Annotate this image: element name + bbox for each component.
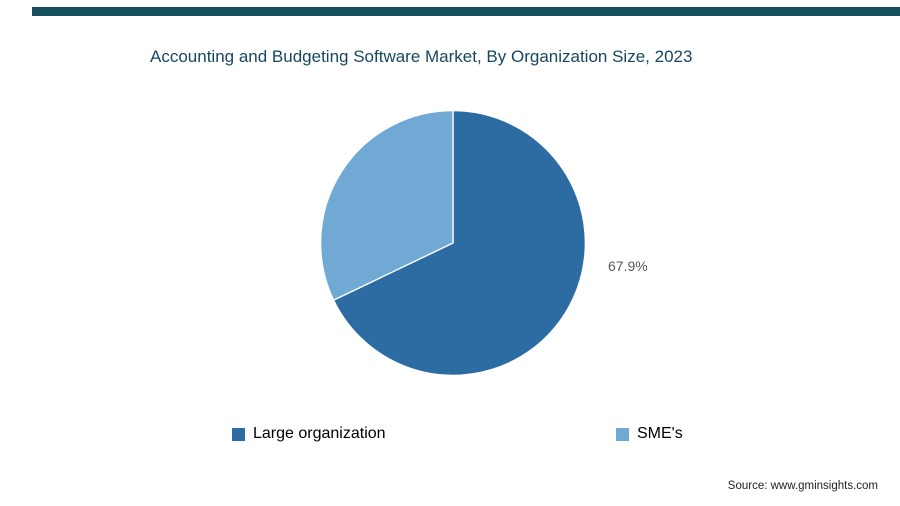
pie-svg [319,109,586,376]
top-accent-bar [32,7,900,16]
chart-title: Accounting and Budgeting Software Market… [150,47,693,66]
pie-data-label-large-organization: 67.9% [608,258,648,274]
legend-label-large-organization: Large organization [253,425,386,442]
legend-item-smes: SME's [616,425,683,443]
legend-swatch-large-organization [232,427,245,441]
pie-chart [303,93,603,393]
legend-swatch-smes [616,427,629,441]
source-note: Source: www.gminsights.com [727,480,878,492]
legend-label-smes: SME's [637,425,683,442]
legend-item-large-organization: Large organization [232,425,386,443]
